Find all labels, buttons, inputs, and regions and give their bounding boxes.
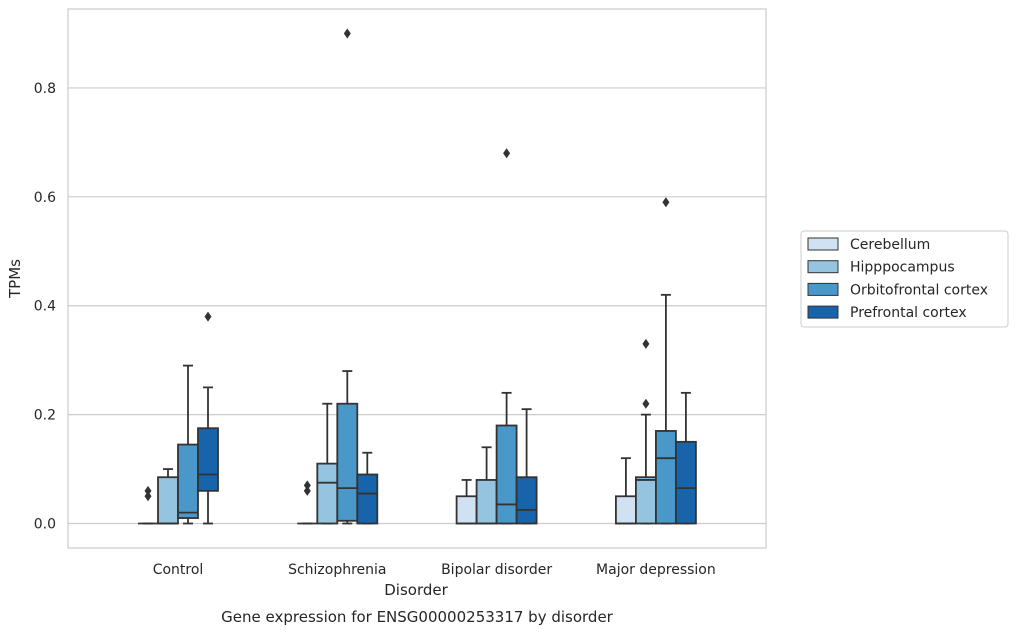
x-axis-label: Disorder: [384, 581, 448, 599]
box-prefrontal-cortex: [675, 391, 697, 525]
outlier-point: [662, 197, 670, 208]
box-orbitofrontal-cortex: [336, 28, 359, 525]
legend-frame: [800, 230, 1009, 328]
category-group: [615, 197, 697, 525]
box-prefrontal-cortex: [515, 408, 538, 525]
box-body: [356, 473, 379, 525]
y-tick-label: 0.2: [34, 408, 56, 424]
y-tick-label: 0.8: [34, 81, 56, 97]
box-hipppocampus: [475, 446, 498, 525]
box-body: [177, 443, 199, 519]
box-body: [515, 476, 538, 525]
box-body: [635, 476, 657, 525]
box-hipppocampus: [316, 402, 339, 525]
box-hipppocampus: [635, 338, 657, 525]
x-tick-label: Control: [153, 562, 204, 578]
x-tick-label: Bipolar disorder: [441, 562, 552, 578]
box-prefrontal-cortex: [197, 311, 219, 525]
box-body: [675, 440, 697, 525]
box-body: [655, 430, 677, 525]
chart-caption: Gene expression for ENSG00000253317 by d…: [221, 608, 614, 626]
box-prefrontal-cortex: [356, 451, 379, 525]
y-axis-label: TPMs: [6, 259, 24, 299]
box-cerebellum: [615, 457, 637, 525]
outlier-point: [343, 28, 351, 39]
outlier-point: [144, 491, 152, 502]
outlier-point: [144, 485, 152, 496]
box-body: [157, 476, 179, 525]
box-cerebellum: [138, 485, 158, 525]
x-tick-label: Major depression: [596, 562, 716, 578]
legend-swatch: [807, 282, 839, 296]
x-tick-label: Schizophrenia: [288, 562, 386, 578]
outlier-point: [303, 480, 311, 491]
outlier-point: [642, 398, 650, 409]
legend-label: Orbitofrontal cortex: [850, 282, 988, 298]
category-group: [138, 311, 219, 525]
legend-swatch: [807, 305, 839, 319]
legend-label: Cerebellum: [850, 237, 930, 253]
y-tick-label: 0.0: [34, 517, 56, 533]
box-orbitofrontal-cortex: [177, 364, 199, 525]
plot-frame: [67, 8, 767, 549]
outlier-point: [503, 148, 511, 159]
box-body: [475, 479, 498, 525]
box-body: [197, 427, 219, 492]
legend-swatch: [807, 237, 839, 251]
box-orbitofrontal-cortex: [495, 148, 518, 525]
box-body: [316, 462, 339, 525]
y-tick-label: 0.6: [34, 190, 56, 206]
legend-label: Prefrontal cortex: [850, 305, 967, 321]
y-tick-label: 0.4: [34, 299, 56, 315]
legend-label: Hipppocampus: [850, 260, 955, 276]
box-hipppocampus: [157, 468, 179, 525]
y-tick-labels: 0.0 0.2 0.4 0.6 0.8: [34, 81, 56, 533]
box-cerebellum: [297, 480, 318, 525]
legend-swatch: [807, 260, 839, 274]
category-group: [297, 28, 379, 525]
outlier-point: [204, 311, 212, 322]
box-orbitofrontal-cortex: [655, 197, 677, 525]
box-body: [495, 424, 518, 525]
box-body: [336, 402, 359, 522]
box-cerebellum: [455, 479, 478, 525]
box-groups: [138, 28, 697, 525]
box-body: [455, 495, 478, 525]
legend: Cerebellum Hipppocampus Orbitofrontal cort…: [800, 230, 1009, 328]
box-body: [615, 495, 637, 525]
outlier-point: [303, 485, 311, 496]
outlier-point: [642, 338, 650, 349]
x-tick-labels: Control Schizophrenia Bipolar disorder Majo…: [153, 562, 716, 578]
category-group: [455, 148, 538, 525]
